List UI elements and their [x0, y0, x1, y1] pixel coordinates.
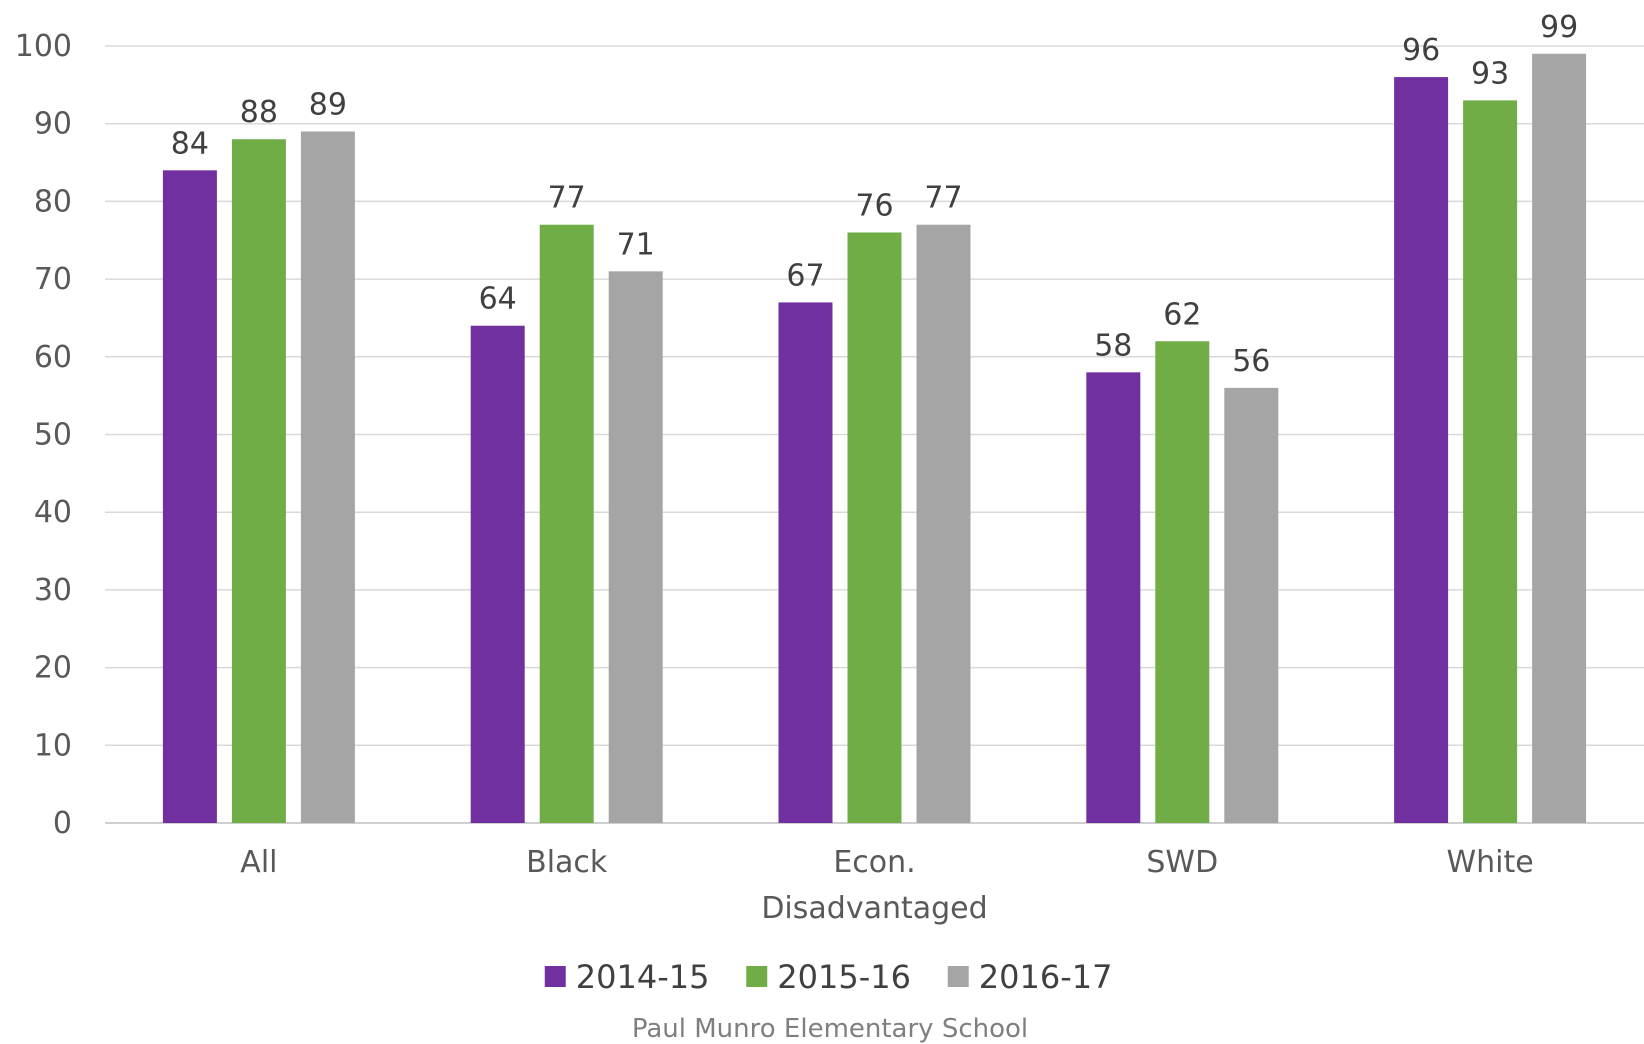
legend-swatch-2015-16 — [746, 966, 768, 987]
y-tick-label: 80 — [34, 184, 72, 219]
bars — [162, 53, 1587, 824]
data-label: 76 — [855, 188, 893, 223]
y-tick-label: 10 — [34, 728, 72, 763]
data-label: 56 — [1232, 344, 1270, 379]
data-label: 58 — [1094, 328, 1132, 363]
bar-2016-17-1 — [608, 271, 663, 824]
bar-2014-15-0 — [162, 170, 217, 823]
y-tick-label: 90 — [34, 107, 72, 142]
bar-2014-15-4 — [1394, 77, 1449, 823]
y-tick-label: 50 — [34, 418, 72, 453]
bar-2014-15-3 — [1086, 372, 1141, 823]
data-label: 89 — [309, 87, 347, 122]
x-category-label: White — [1446, 845, 1533, 880]
y-axis: 0 10 20 30 40 50 60 70 80 90 100 — [15, 29, 72, 841]
data-label: 99 — [1540, 10, 1578, 45]
data-label: 77 — [548, 181, 586, 216]
data-label: 62 — [1163, 297, 1201, 332]
legend-label: 2015-16 — [777, 958, 911, 996]
y-tick-label: 30 — [34, 573, 72, 608]
data-label: 67 — [786, 258, 824, 293]
legend-label: 2016-17 — [979, 958, 1113, 996]
x-category-label: Econ. Disadvantaged — [761, 845, 987, 926]
bar-2015-16-3 — [1155, 341, 1210, 823]
data-label: 77 — [924, 181, 962, 216]
data-label: 71 — [617, 227, 655, 262]
data-label: 84 — [171, 126, 209, 161]
bar-2015-16-2 — [847, 232, 902, 824]
bar-2015-16-1 — [539, 224, 594, 823]
x-category-label: SWD — [1146, 845, 1218, 880]
data-label: 93 — [1471, 56, 1509, 91]
legend-swatch-2014-15 — [544, 966, 566, 987]
data-label: 88 — [240, 95, 278, 130]
y-tick-label: 0 — [53, 806, 72, 841]
bar-2014-15-2 — [778, 302, 833, 823]
y-tick-label: 70 — [34, 262, 72, 297]
data-label: 96 — [1402, 33, 1440, 68]
bar-2015-16-0 — [231, 139, 286, 824]
bar-2016-17-2 — [916, 224, 971, 823]
x-category-label: All — [240, 845, 277, 880]
legend-label: 2014-15 — [576, 958, 710, 996]
data-labels: 84 88 89 64 77 71 67 76 77 58 62 56 96 93 99 — [171, 10, 1578, 379]
bar-2014-15-1 — [470, 325, 525, 823]
bar-2016-17-4 — [1532, 53, 1587, 823]
bar-2016-17-3 — [1224, 387, 1279, 823]
source-note: Paul Munro Elementary School — [632, 1014, 1028, 1044]
y-tick-label: 100 — [15, 29, 72, 64]
x-category-label: Black — [526, 845, 608, 880]
legend-swatch-2016-17 — [947, 966, 969, 987]
legend: 2014-15 2015-16 2016-17 — [544, 958, 1113, 996]
bar-2015-16-4 — [1463, 100, 1518, 823]
y-tick-label: 40 — [34, 495, 72, 530]
x-axis: All Black Econ. Disadvantaged SWD White — [240, 845, 1533, 926]
data-label: 64 — [479, 282, 517, 317]
y-tick-label: 20 — [34, 651, 72, 686]
bar-2016-17-0 — [300, 131, 355, 824]
y-tick-label: 60 — [34, 340, 72, 375]
